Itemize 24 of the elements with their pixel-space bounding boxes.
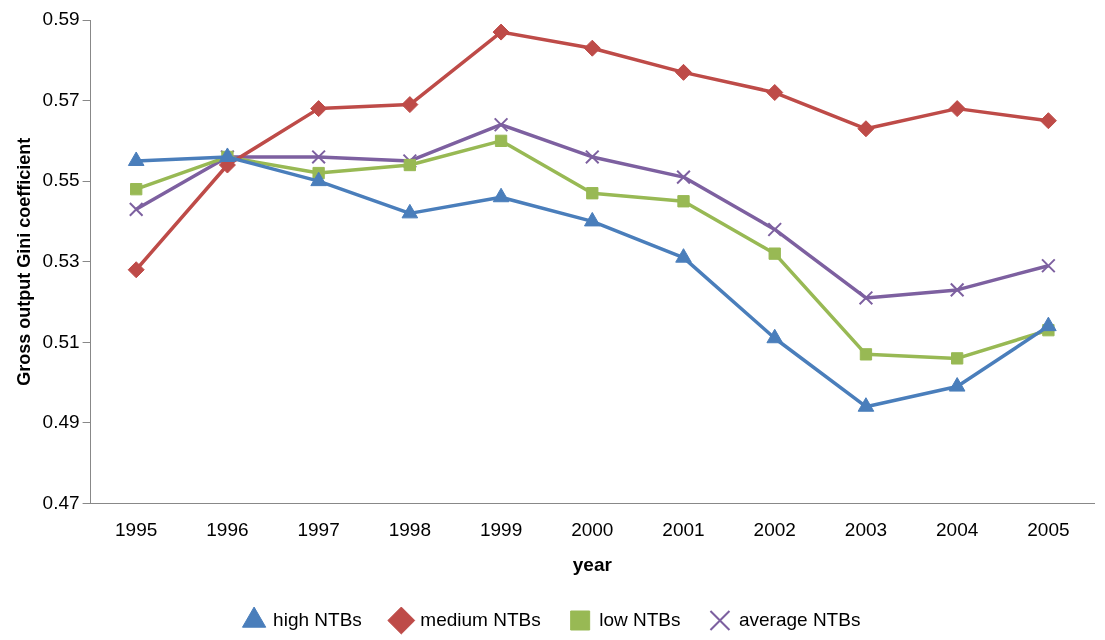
- y-tick-label: 0.47: [42, 491, 80, 513]
- legend-label: medium NTBs: [420, 608, 541, 630]
- y-tick-label: 0.55: [42, 169, 80, 191]
- x-tick-label: 2004: [936, 519, 979, 541]
- x-tick-label: 2000: [571, 519, 614, 541]
- y-tick-label: 0.57: [42, 88, 80, 110]
- x-tick-label: 2003: [844, 519, 888, 541]
- x-tick-label: 1998: [388, 519, 431, 541]
- legend-label: high NTBs: [273, 608, 362, 630]
- y-tick-label: 0.53: [42, 249, 80, 271]
- y-tick-label: 0.59: [42, 8, 80, 30]
- x-tick-label: 1997: [297, 519, 340, 541]
- legend-label: average NTBs: [738, 608, 861, 630]
- legend-label: low NTBs: [599, 608, 681, 630]
- x-tick-label: 2005: [1027, 519, 1070, 541]
- x-axis-title: year: [572, 553, 613, 575]
- x-tick-label: 1996: [206, 519, 249, 541]
- y-tick-label: 0.49: [42, 411, 80, 433]
- y-axis-title: Gross output Gini coefficient: [13, 137, 34, 386]
- x-tick-label: 1995: [115, 519, 158, 541]
- y-tick-label: 0.51: [42, 330, 80, 352]
- x-tick-label: 2002: [753, 519, 796, 541]
- x-tick-label: 2001: [662, 519, 705, 541]
- x-tick-label: 1999: [479, 519, 523, 541]
